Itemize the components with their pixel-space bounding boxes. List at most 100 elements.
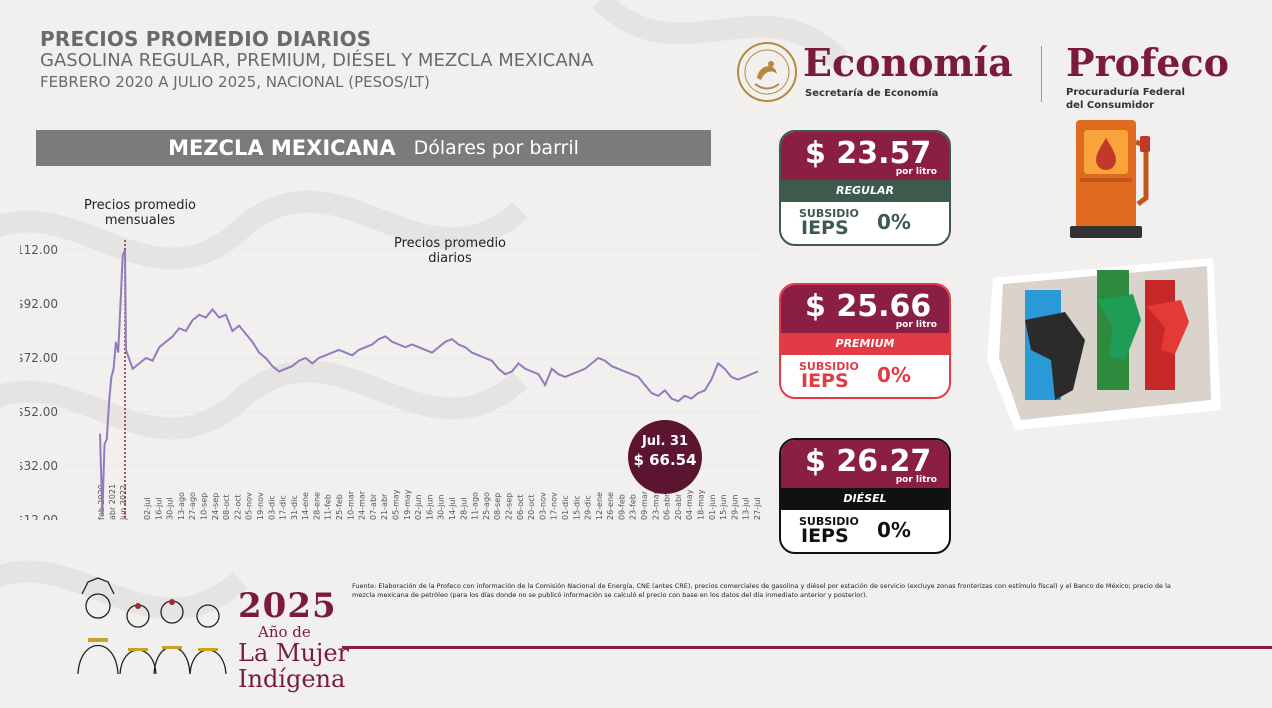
x-tick-label: 08-oct bbox=[222, 494, 231, 520]
x-tick-label: 23-feb bbox=[629, 494, 638, 520]
callout-label: Jul. 31 bbox=[641, 434, 689, 449]
x-tick-label: 25-feb bbox=[335, 494, 344, 520]
diesel-price: $ 26.27 bbox=[805, 444, 932, 479]
x-tick-label: 31-dic bbox=[290, 495, 299, 520]
premium-ieps: IEPS bbox=[801, 370, 849, 392]
x-tick-label: 10-sep bbox=[199, 493, 208, 520]
x-tick-label: 30-jul bbox=[166, 497, 175, 520]
callout-value: $ 66.54 bbox=[633, 451, 697, 469]
economia-subtitle: Secretaría de Economía bbox=[805, 88, 939, 99]
year-logo-year: 2025 bbox=[238, 586, 337, 626]
x-tick-label: 13-jul bbox=[742, 497, 751, 520]
diesel-card: $ 26.27 por litro DIÉSEL SUBSIDIO IEPS 0% bbox=[779, 438, 951, 554]
premium-subsidio: SUBSIDIO bbox=[799, 360, 859, 373]
y-tick-label: $112.00 bbox=[20, 243, 58, 257]
x-tick-label: 29-jun bbox=[730, 495, 739, 520]
source-footnote: Fuente: Elaboración de la Profeco con in… bbox=[352, 582, 1171, 599]
x-tick-label: 28-jul bbox=[459, 497, 468, 520]
x-tick-label: 04-may bbox=[685, 489, 694, 520]
x-tick-label: 23-mar bbox=[651, 490, 660, 520]
x-tick-label: 11-ago bbox=[471, 492, 480, 520]
y-tick-label: $52.00 bbox=[20, 405, 58, 419]
page-title: PRECIOS PROMEDIO DIARIOS bbox=[40, 27, 372, 51]
x-tick-label: 02-jun bbox=[414, 495, 423, 520]
x-axis: feb 2020 abr 2021 jun 2022 02-jul 16-jul 30-j… bbox=[97, 484, 762, 520]
y-tick-label: $92.00 bbox=[20, 297, 58, 311]
x-tick-label: 15-jun bbox=[719, 495, 728, 520]
year-logo: 2025 Año de La Mujer Indígena bbox=[238, 588, 349, 692]
price-line-chart: $112.00$92.00$72.00$52.00$32.00$12.00 fe… bbox=[20, 240, 762, 520]
x-tick-label: 13-ago bbox=[177, 492, 186, 520]
header: PRECIOS PROMEDIO DIARIOS GASOLINA REGULA… bbox=[40, 28, 593, 92]
x-tick-label: 07-abr bbox=[369, 493, 378, 520]
x-tick-label: 08-sep bbox=[493, 493, 502, 520]
chart-banner: MEZCLA MEXICANA Dólares por barril bbox=[36, 130, 711, 166]
x-tick-label: 14-ene bbox=[301, 492, 310, 520]
regular-unit: por litro bbox=[895, 167, 937, 177]
page-period: FEBRERO 2020 A JULIO 2025, NACIONAL (PES… bbox=[40, 73, 430, 91]
x-tick-label: 20-abr bbox=[674, 493, 683, 520]
profeco-wordmark: Profeco bbox=[1066, 40, 1229, 85]
regular-card: $ 23.57 por litro REGULAR SUBSIDIO IEPS 0… bbox=[779, 130, 951, 246]
year-logo-line3: Indígena bbox=[238, 665, 346, 693]
x-tick-label: jun 2022 bbox=[119, 485, 128, 520]
x-tick-label: 09-feb bbox=[617, 494, 626, 520]
x-tick-label: 21-abr bbox=[380, 493, 389, 520]
banner-unit: Dólares por barril bbox=[413, 137, 579, 159]
x-tick-label: 19-nov bbox=[256, 492, 265, 520]
diesel-subsidio: SUBSIDIO bbox=[799, 515, 859, 528]
diesel-ieps: IEPS bbox=[801, 525, 849, 547]
regular-label: REGULAR bbox=[781, 180, 949, 202]
x-tick-label: 28-ene bbox=[312, 492, 321, 520]
x-tick-label: 16-jun bbox=[425, 495, 434, 520]
x-tick-label: 25-ago bbox=[482, 492, 491, 520]
premium-unit: por litro bbox=[895, 320, 937, 330]
x-tick-label: 14-jul bbox=[448, 497, 457, 520]
y-axis: $112.00 $92.00 $72.00 $52.00 $32.00 $12.00 bbox=[20, 243, 760, 520]
price-callout: Jul. 31 $ 66.54 bbox=[628, 420, 702, 494]
x-tick-label: 01-jun bbox=[708, 495, 717, 520]
fuel-pump-icon bbox=[1070, 120, 1150, 238]
annotation-monthly: Precios promedio mensuales bbox=[83, 198, 197, 228]
x-tick-label: 12-ene bbox=[595, 492, 604, 520]
x-tick-label: 17-dic bbox=[279, 495, 288, 520]
premium-label: PREMIUM bbox=[781, 333, 949, 355]
x-tick-label: 03-nov bbox=[538, 492, 547, 520]
x-tick-label: 10-mar bbox=[346, 490, 355, 520]
premium-pct: 0% bbox=[877, 363, 911, 387]
economia-logo: Economía Secretaría de Economía bbox=[735, 40, 1013, 108]
banner-product: MEZCLA MEXICANA bbox=[168, 136, 396, 160]
diesel-pct: 0% bbox=[877, 518, 911, 542]
x-tick-label: 22-oct bbox=[233, 494, 242, 520]
x-tick-label: 06-abr bbox=[663, 493, 672, 520]
x-tick-label: 17-nov bbox=[550, 492, 559, 520]
diesel-unit: por litro bbox=[895, 475, 937, 485]
regular-ieps: IEPS bbox=[801, 217, 849, 239]
profeco-logo: Profeco Procuraduría Federal del Consumi… bbox=[1066, 40, 1229, 111]
x-tick-label: 06-oct bbox=[516, 494, 525, 520]
x-tick-label: 20-oct bbox=[527, 494, 536, 520]
x-tick-label: 05-nov bbox=[245, 492, 254, 520]
x-tick-label: 03-dic bbox=[267, 495, 276, 520]
premium-price: $ 25.66 bbox=[805, 289, 932, 324]
y-tick-label: $72.00 bbox=[20, 351, 58, 365]
x-tick-label: 18-may bbox=[697, 489, 706, 520]
x-tick-label: 30-jun bbox=[437, 495, 446, 520]
x-tick-label: 24-mar bbox=[358, 490, 367, 520]
x-tick-label: abr 2021 bbox=[108, 484, 117, 520]
x-tick-label: 09-mar bbox=[640, 490, 649, 520]
x-tick-label: 19-may bbox=[403, 489, 412, 520]
fuel-nozzles-icon bbox=[987, 258, 1221, 430]
x-tick-label: 01-dic bbox=[561, 495, 570, 520]
bottom-rule bbox=[342, 646, 1272, 649]
logo-separator bbox=[1041, 46, 1042, 102]
page-subtitle: GASOLINA REGULAR, PREMIUM, DIÉSEL Y MEZC… bbox=[40, 50, 594, 71]
profeco-subtitle-1: Procuraduría Federal bbox=[1066, 87, 1185, 98]
x-tick-label: 02-jul bbox=[143, 497, 152, 520]
x-tick-label: 05-may bbox=[392, 489, 401, 520]
annotation-daily: Precios promedio diarios bbox=[393, 236, 507, 266]
x-tick-label: 29-dic bbox=[584, 495, 593, 520]
year-logo-line1: Año de bbox=[258, 623, 311, 641]
x-tick-label: 27-ago bbox=[188, 492, 197, 520]
x-tick-label: 16-jul bbox=[154, 497, 163, 520]
